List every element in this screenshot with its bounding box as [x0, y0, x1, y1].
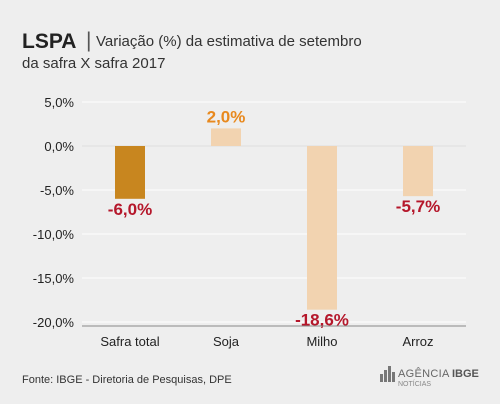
- bar: [115, 146, 145, 199]
- chart-title-line1: Variação (%) da estimativa de setembro: [96, 33, 362, 50]
- y-axis-ticks: 5,0% 0,0% -5,0% -10,0% -15,0% -20,0%: [33, 95, 75, 330]
- logo-bars-icon: [380, 366, 395, 382]
- chart-title-bold: LSPA: [22, 30, 76, 53]
- data-label: -6,0%: [108, 200, 152, 219]
- bar: [403, 146, 433, 197]
- y-tick-label: -10,0%: [33, 227, 75, 242]
- logo-text-ibge: IBGE: [452, 368, 479, 380]
- y-tick-label: -20,0%: [33, 315, 75, 330]
- y-tick-label: 0,0%: [44, 139, 74, 154]
- data-label: -5,7%: [396, 197, 440, 216]
- data-labels: -6,0% 2,0% -18,6% -5,7%: [108, 107, 440, 329]
- y-tick-label: -5,0%: [40, 183, 74, 198]
- x-category-label: Arroz: [402, 334, 433, 349]
- logo-subtext: NOTÍCIAS: [398, 379, 431, 388]
- data-label: -18,6%: [295, 311, 349, 330]
- x-category-label: Safra total: [100, 334, 159, 349]
- logo-text-agencia: AGÊNCIA: [398, 367, 450, 380]
- data-label: 2,0%: [207, 107, 246, 126]
- grid: [82, 101, 466, 323]
- y-tick-label: -15,0%: [33, 271, 75, 286]
- y-tick-label: 5,0%: [44, 95, 74, 110]
- source-note: Fonte: IBGE - Diretoria de Pesquisas, DP…: [22, 374, 232, 386]
- x-category-label: Soja: [213, 334, 240, 349]
- agencia-ibge-logo: AGÊNCIA IBGE NOTÍCIAS: [380, 366, 479, 388]
- bars: [115, 128, 433, 310]
- x-axis-categories: Safra total Soja Milho Arroz: [100, 334, 433, 349]
- bar: [307, 146, 337, 310]
- chart-title-line2: da safra X safra 2017: [22, 55, 165, 72]
- chart-title-separator: |: [86, 29, 91, 52]
- bar: [211, 128, 241, 146]
- x-category-label: Milho: [306, 334, 337, 349]
